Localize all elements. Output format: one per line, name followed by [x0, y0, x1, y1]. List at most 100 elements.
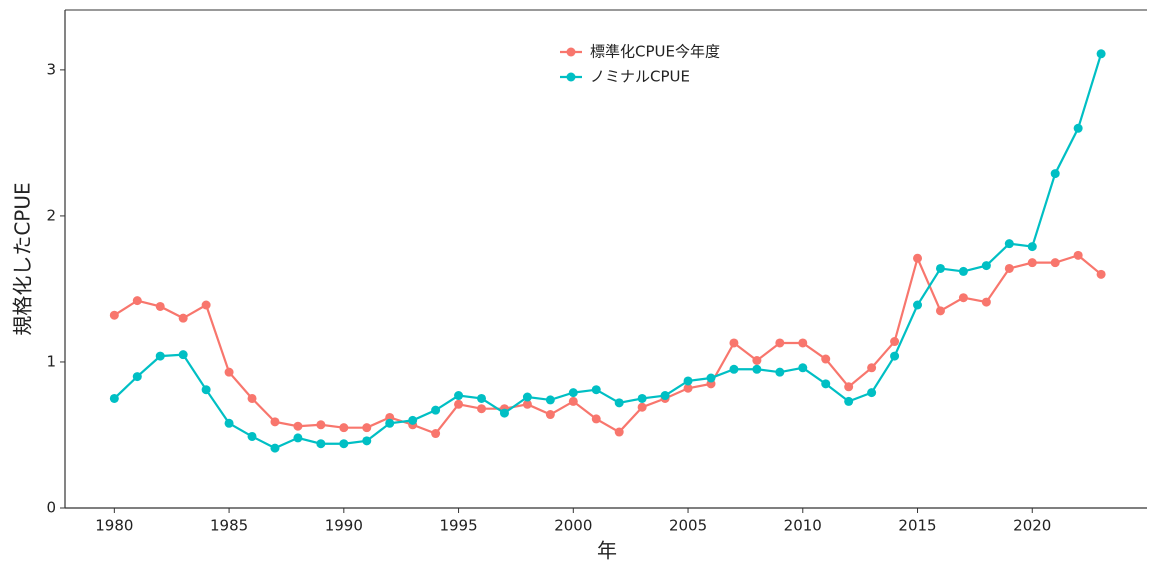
- point: [591, 414, 601, 424]
- legend-label: 標準化CPUE今年度: [590, 43, 720, 61]
- point: [477, 404, 487, 414]
- y-tick-label: 3: [46, 60, 56, 78]
- point: [844, 382, 854, 392]
- point: [201, 300, 211, 310]
- point: [890, 351, 900, 361]
- legend-swatch-point: [566, 72, 576, 82]
- point: [431, 429, 441, 439]
- point: [132, 372, 142, 382]
- point: [1004, 239, 1014, 249]
- point: [270, 443, 280, 453]
- point: [247, 393, 257, 403]
- point: [1027, 258, 1037, 268]
- point: [775, 367, 785, 377]
- point: [890, 337, 900, 347]
- legend-label: ノミナルCPUE: [590, 68, 690, 86]
- point: [637, 393, 647, 403]
- point: [362, 423, 372, 433]
- point: [522, 392, 532, 402]
- y-tick-label: 1: [46, 352, 56, 370]
- point: [201, 385, 211, 395]
- point: [178, 313, 188, 323]
- point: [339, 423, 349, 433]
- point: [935, 306, 945, 316]
- point: [293, 433, 303, 443]
- y-tick-label: 0: [46, 499, 56, 517]
- point: [247, 431, 257, 441]
- point: [591, 385, 601, 395]
- point: [132, 296, 142, 306]
- point: [752, 355, 762, 365]
- point: [637, 402, 647, 412]
- point: [958, 266, 968, 276]
- point: [339, 439, 349, 449]
- point: [316, 420, 326, 430]
- point: [913, 300, 923, 310]
- point: [798, 338, 808, 348]
- point: [499, 408, 509, 418]
- series-line: [113, 254, 1102, 435]
- point: [867, 363, 877, 373]
- point: [935, 263, 945, 273]
- y-tick-label: 2: [46, 206, 56, 224]
- y-axis-title: 規格化したCPUE: [11, 182, 35, 335]
- x-tick-label: 1990: [325, 517, 363, 535]
- point: [1096, 49, 1106, 59]
- x-tick-label: 2010: [784, 517, 822, 535]
- point: [821, 354, 831, 364]
- point: [798, 363, 808, 373]
- point: [775, 338, 785, 348]
- point: [477, 393, 487, 403]
- point: [821, 379, 831, 389]
- point: [270, 417, 280, 427]
- x-tick-label: 2000: [554, 517, 592, 535]
- point: [1050, 169, 1060, 179]
- point: [224, 367, 234, 377]
- point: [293, 421, 303, 431]
- point: [844, 396, 854, 406]
- point: [729, 364, 739, 374]
- point: [1004, 263, 1014, 273]
- point: [867, 388, 877, 398]
- point: [1096, 269, 1106, 279]
- point: [545, 410, 555, 420]
- point: [568, 396, 578, 406]
- point: [224, 418, 234, 428]
- point: [660, 391, 670, 401]
- point: [545, 395, 555, 405]
- point: [981, 297, 991, 307]
- point: [362, 436, 372, 446]
- point: [981, 261, 991, 271]
- x-tick-label: 1980: [95, 517, 133, 535]
- point: [1073, 250, 1083, 260]
- x-tick-label: 2020: [1013, 517, 1051, 535]
- point: [913, 253, 923, 263]
- point: [109, 393, 119, 403]
- point: [522, 399, 532, 409]
- point: [385, 418, 395, 428]
- point: [155, 351, 165, 361]
- point: [614, 427, 624, 437]
- point: [316, 439, 326, 449]
- point: [752, 364, 762, 374]
- point: [431, 405, 441, 415]
- point: [683, 383, 693, 393]
- point: [706, 373, 716, 383]
- point: [1027, 242, 1037, 252]
- x-axis-title: 年: [597, 539, 617, 563]
- point: [109, 310, 119, 320]
- legend-swatch-point: [566, 47, 576, 57]
- point: [454, 399, 464, 409]
- point: [614, 398, 624, 408]
- x-tick-label: 1985: [210, 517, 248, 535]
- point: [1073, 123, 1083, 133]
- x-tick-label: 2015: [898, 517, 936, 535]
- point: [1050, 258, 1060, 268]
- series-line: [113, 53, 1103, 450]
- point: [958, 293, 968, 303]
- point: [683, 376, 693, 386]
- point: [155, 301, 165, 311]
- point: [568, 388, 578, 398]
- point: [454, 391, 464, 401]
